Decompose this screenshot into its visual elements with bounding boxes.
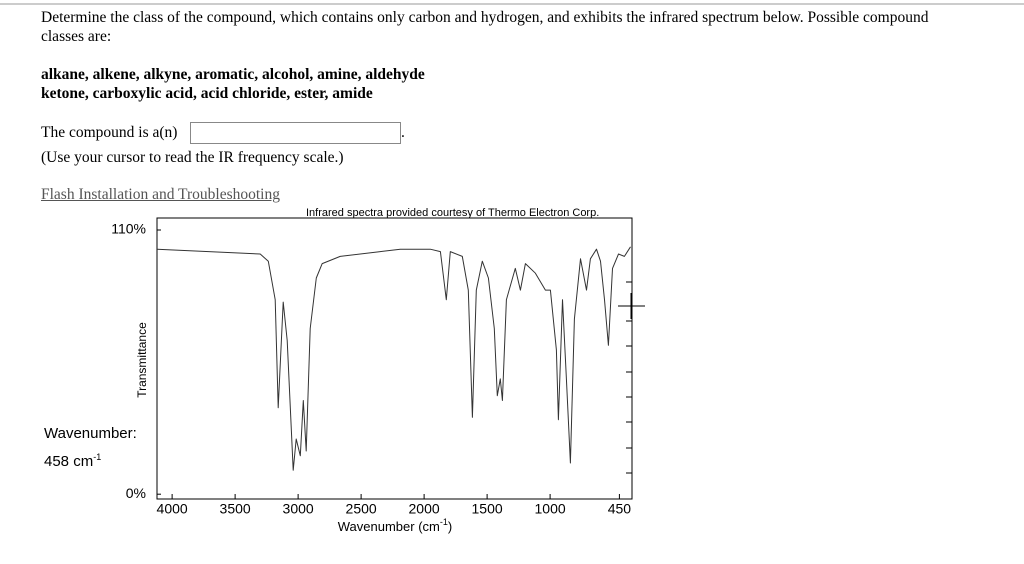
answer-input[interactable] xyxy=(190,122,401,144)
x-tick-label: 3500 xyxy=(220,501,251,517)
x-axis-label-text: Wavenumber (cm xyxy=(338,519,440,534)
x-tick-label: 1500 xyxy=(472,501,503,517)
y-axis-label: Transmittance xyxy=(135,322,149,398)
x-tick-label: 3000 xyxy=(283,501,314,517)
answer-prompt: The compound is a(n) xyxy=(41,124,178,141)
x-axis-label: Wavenumber (cm-1) xyxy=(338,517,452,534)
plot-frame xyxy=(156,217,633,500)
top-rule xyxy=(0,3,1024,5)
x-tick-label: 2500 xyxy=(346,501,377,517)
help-link[interactable]: Flash Installation and Troubleshooting xyxy=(41,186,280,203)
readout-sup: -1 xyxy=(93,452,102,462)
x-tick-label: 2000 xyxy=(409,501,440,517)
readout-value: 458 cm-1 xyxy=(44,448,101,471)
frame-ticks xyxy=(626,281,632,474)
cursor-crosshair xyxy=(618,293,645,319)
y-tick-label: 110% xyxy=(111,221,146,237)
readout-label: Wavenumber: xyxy=(44,425,137,442)
question-text: classes are: xyxy=(41,28,112,45)
readout-number: 458 cm xyxy=(44,453,94,470)
x-axis-label-end: ) xyxy=(448,519,452,534)
y-tick-label: 0% xyxy=(126,485,146,501)
x-tick-label: 450 xyxy=(608,501,632,517)
x-tick-label: 1000 xyxy=(535,501,566,517)
question-text: Determine the class of the compound, whi… xyxy=(41,9,929,26)
spectrum-line xyxy=(157,246,631,471)
hint: (Use your cursor to read the IR frequenc… xyxy=(41,149,344,166)
x-tick-label: 4000 xyxy=(157,501,188,517)
answer-end: . xyxy=(401,124,405,141)
class-list: alkane, alkene, alkyne, aromatic, alcoho… xyxy=(41,66,425,83)
x-axis-label-sup: -1 xyxy=(440,517,448,527)
chart-title: Infrared spectra provided courtesy of Th… xyxy=(306,207,599,219)
class-list: ketone, carboxylic acid, acid chloride, … xyxy=(41,85,373,102)
